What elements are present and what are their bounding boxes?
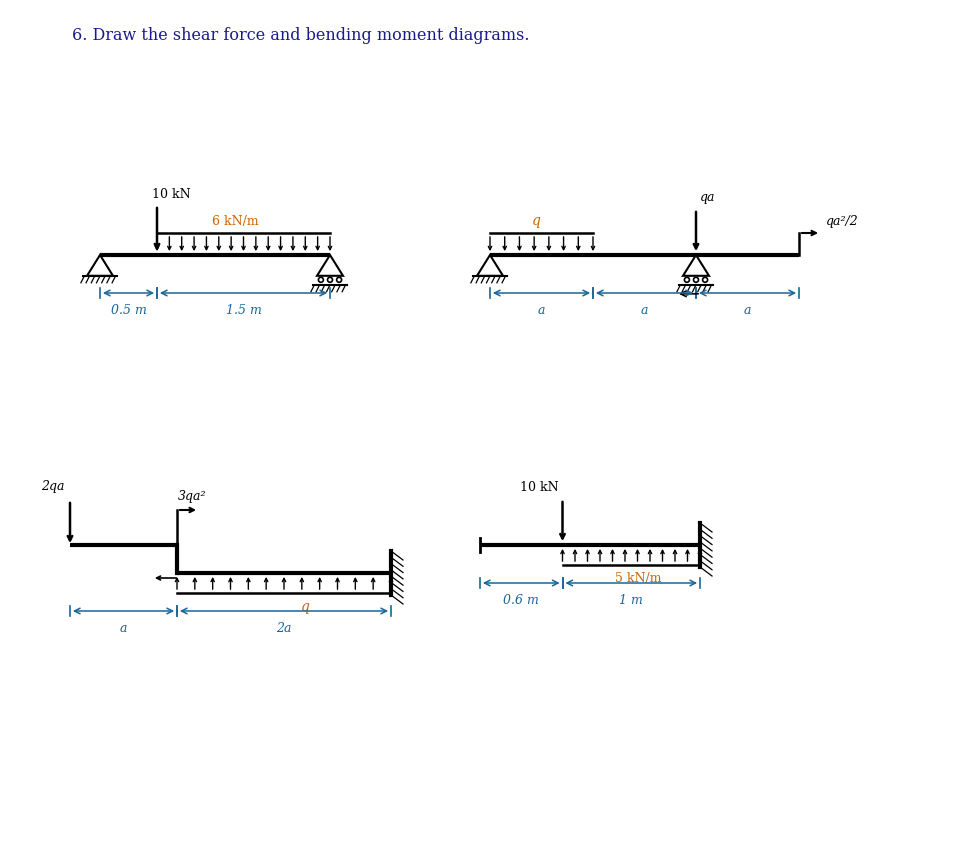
Text: 2qa: 2qa (41, 480, 65, 493)
Text: 1 m: 1 m (620, 594, 643, 607)
Text: 0.6 m: 0.6 m (503, 594, 539, 607)
Text: a: a (538, 304, 546, 317)
Text: q: q (301, 600, 310, 614)
Text: a: a (641, 304, 648, 317)
Polygon shape (317, 255, 343, 276)
Text: qa²/2: qa²/2 (826, 215, 858, 228)
Polygon shape (477, 255, 503, 276)
Polygon shape (87, 255, 113, 276)
Text: 0.5 m: 0.5 m (110, 304, 147, 317)
Text: q: q (532, 214, 541, 228)
Polygon shape (683, 255, 709, 276)
Text: 2a: 2a (276, 622, 292, 635)
Text: a: a (744, 304, 751, 317)
Text: 10 kN: 10 kN (152, 188, 191, 201)
Text: 1.5 m: 1.5 m (225, 304, 262, 317)
Text: a: a (120, 622, 128, 635)
Text: 10 kN: 10 kN (520, 481, 558, 494)
Text: 6 kN/m: 6 kN/m (212, 215, 258, 228)
Text: 5 kN/m: 5 kN/m (615, 572, 662, 585)
Text: qa: qa (700, 191, 715, 204)
Text: 6. Draw the shear force and bending moment diagrams.: 6. Draw the shear force and bending mome… (72, 27, 529, 44)
Text: 3qa²: 3qa² (178, 490, 206, 503)
